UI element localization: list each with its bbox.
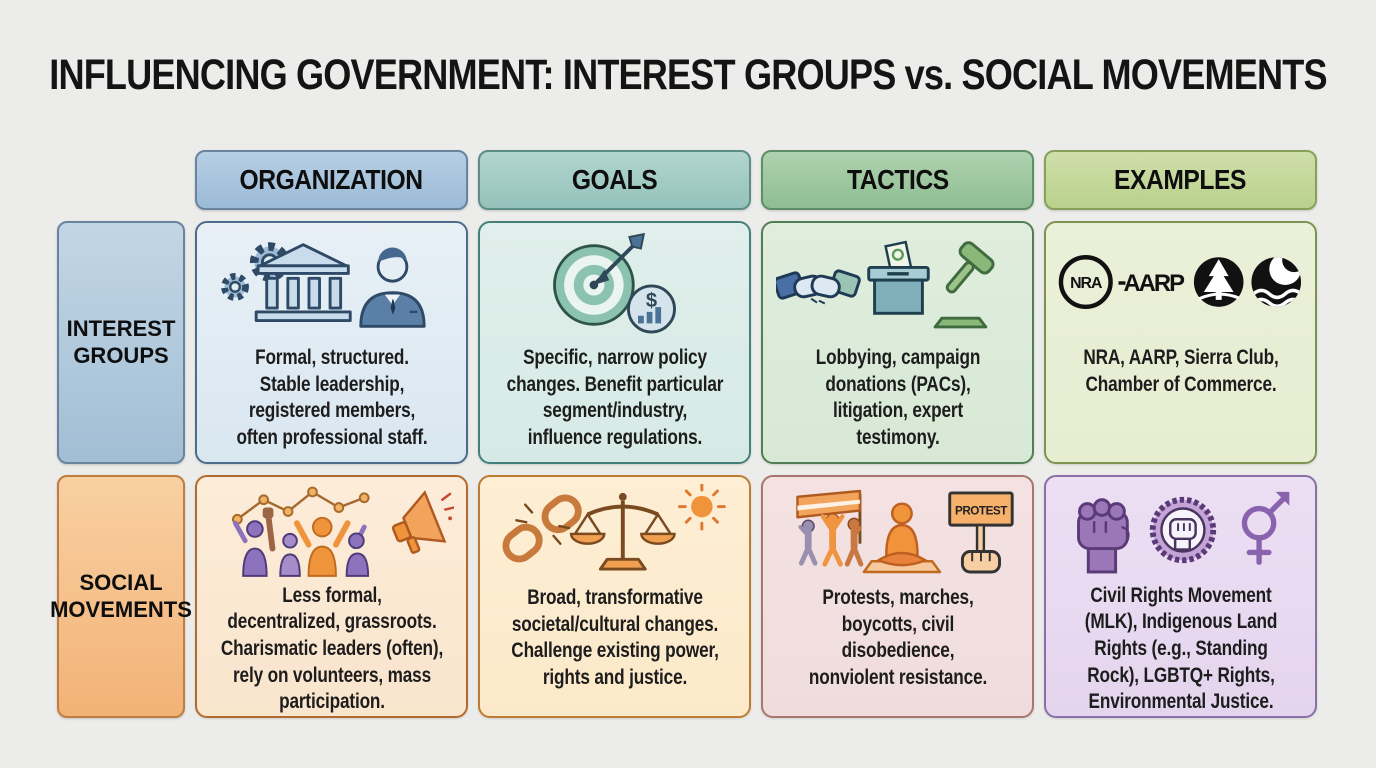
broken-chain-icon [502,494,582,563]
cell-text: Less formal, decentralized, grassroots. … [220,583,443,714]
cell-icon-cluster [1059,477,1303,579]
fist-emblem-icon [1149,496,1216,564]
cell-text: Protests, marches, boycotts, civil disob… [808,586,987,689]
network-nodes-icon [231,486,370,525]
handshake-icon [775,269,861,305]
cell-social-examples: Civil Rights Movement (MLK), Indigenous … [1044,475,1317,718]
dollar-chart-icon: $ [626,284,676,334]
aarp-logo-text: AARP [1123,270,1185,297]
protest-sign-text: PROTEST [955,504,1008,517]
aarp-logo: AARP [1118,270,1187,297]
column-header-label: GOALS [571,164,658,195]
cell-icon-cluster [210,477,454,579]
cell-icon-cluster [212,223,452,341]
sierra-club-logo [1193,257,1243,307]
row-label-social-movements: SOCIAL MOVEMENTS [50,475,192,718]
cell-icon-cluster: $ [495,223,735,341]
cell-text: Specific, narrow policy changes. Benefit… [506,346,723,449]
sun-icon [677,484,726,531]
justice-scale-icon [569,492,676,571]
cell-icon-cluster: NRA AARP [1057,223,1305,341]
cell-text: Civil Rights Movement (MLK), Indigenous … [1084,583,1277,714]
column-header-examples: EXAMPLES [1044,150,1317,210]
cell-icon-cluster [775,223,1020,341]
nra-logo: NRA [1058,254,1113,310]
grid-corner-spacer [57,150,185,210]
comparison-grid: ORGANIZATION GOALS TACTICS EXAMPLES INTE… [50,150,1317,718]
cell-icon-cluster: PROTEST [776,477,1020,581]
cell-social-goals: Broad, transformative societal/cultural … [478,475,751,718]
target-arrow-icon [552,233,645,326]
column-header-goals: GOALS [478,150,751,210]
marchers-banner-icon [795,489,863,567]
row-label-interest-groups: INTEREST GROUPS [57,221,185,464]
cell-interest-examples: NRA AARP [1044,221,1317,464]
gender-symbol-icon [1241,491,1289,565]
column-header-label: EXAMPLES [1114,164,1247,195]
column-header-label: TACTICS [846,164,949,195]
ballot-donation-box-icon [866,240,930,315]
businessman-icon [358,247,426,328]
cell-text: Lobbying, campaign donations (PACs), lit… [815,346,980,449]
gavel-icon [933,241,995,329]
cell-text: NRA, AARP, Sierra Club, Chamber of Comme… [1082,346,1279,396]
nra-logo-text: NRA [1070,275,1103,292]
bank-building-icon [254,243,352,322]
chamber-eagle-logo [1250,257,1301,307]
cell-social-organization: Less formal, decentralized, grassroots. … [195,475,468,718]
cell-interest-goals: $ Specific, narrow policy changes. Benef… [478,221,751,464]
column-header-tactics: TACTICS [761,150,1034,210]
dollar-sign-text: $ [645,290,656,312]
page-title: INFLUENCING GOVERNMENT: INTEREST GROUPS … [49,51,1327,99]
cell-text: Formal, structured. Stable leadership, r… [235,346,428,449]
cell-social-tactics: PROTEST Protests, marches, boycotts, civ… [761,475,1034,718]
sit-in-meditation-icon [862,502,941,574]
cell-interest-tactics: Lobbying, campaign donations (PACs), lit… [761,221,1034,464]
column-header-label: ORGANIZATION [239,164,424,195]
protest-sign-icon: PROTEST [947,491,1014,574]
cell-text: Broad, transformative societal/cultural … [510,586,719,689]
cell-interest-organization: Formal, structured. Stable leadership, r… [195,221,468,464]
megaphone-icon [391,489,454,554]
raised-fist-icon [1076,498,1130,574]
column-header-organization: ORGANIZATION [195,150,468,210]
cell-icon-cluster [493,477,737,581]
crowd-raised-hands-icon [232,507,369,577]
